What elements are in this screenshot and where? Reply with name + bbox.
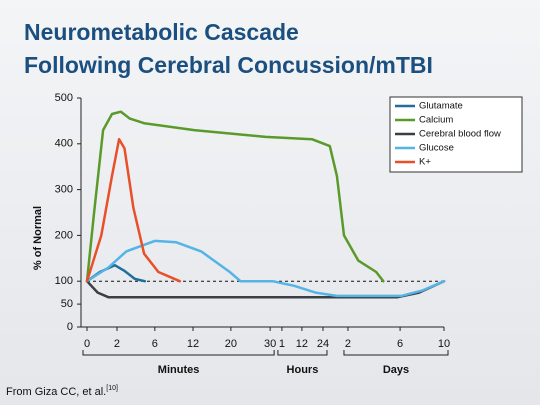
x-tick-label: 1 — [279, 338, 285, 350]
group-bracket — [277, 350, 328, 356]
y-tick-label: 50 — [61, 298, 73, 310]
series-line — [85, 110, 385, 283]
x-tick-label: 6 — [152, 338, 158, 350]
x-tick-label: 12 — [296, 338, 308, 350]
x-tick-label: 0 — [84, 338, 90, 350]
series-line — [85, 239, 446, 298]
x-tick-label: 6 — [397, 338, 403, 350]
series-line — [85, 137, 182, 283]
x-group-label: Days — [383, 364, 409, 376]
y-tick-label: 300 — [55, 184, 73, 196]
group-bracket — [82, 350, 275, 356]
title-line: Following Cerebral Concussion/mTBI — [24, 52, 433, 78]
x-group-label: Hours — [287, 364, 319, 376]
x-group-label: Minutes — [158, 364, 200, 376]
x-tick-label: 30 — [264, 338, 276, 350]
title-line: Neurometabolic Cascade — [24, 19, 299, 45]
legend-label: Glucose — [419, 143, 454, 154]
source: From Giza CC, et al.[10] — [6, 385, 118, 398]
x-tick-label: 12 — [187, 338, 199, 350]
y-tick-label: 100 — [55, 275, 73, 287]
x-tick-label: 24 — [317, 338, 329, 350]
y-tick-label: 200 — [55, 229, 73, 241]
x-tick-label: 20 — [225, 338, 237, 350]
y-tick-label: 0 — [67, 321, 73, 333]
y-tick-label: 500 — [55, 92, 73, 104]
y-axis-label: % of Normal — [32, 206, 44, 270]
legend-label: K+ — [419, 157, 431, 168]
legend-label: Cerebral blood flow — [419, 129, 501, 140]
legend-label: Glutamate — [419, 101, 463, 112]
group-bracket — [343, 350, 449, 356]
source-text: From Giza CC, et al. — [6, 386, 106, 398]
x-tick-label: 2 — [345, 338, 351, 350]
x-tick-label: 10 — [438, 338, 450, 350]
y-tick-label: 400 — [55, 138, 73, 150]
source-ref: [10] — [106, 385, 118, 392]
legend-label: Calcium — [419, 115, 453, 126]
x-tick-label: 2 — [114, 338, 120, 350]
